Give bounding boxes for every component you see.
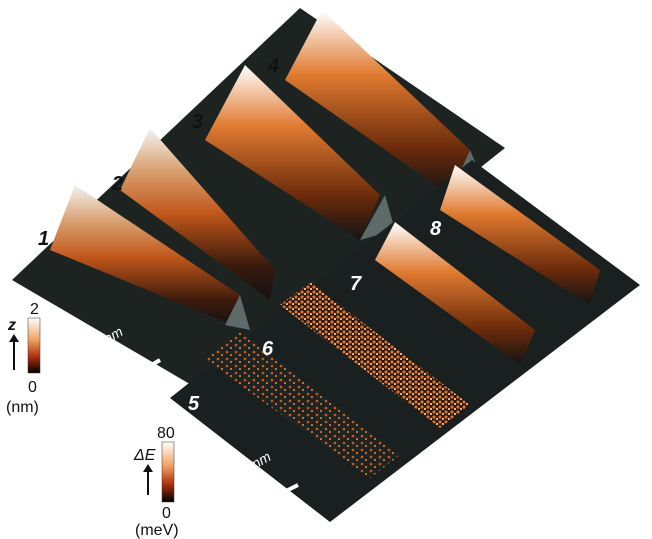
colorbar-scale (28, 318, 40, 373)
colorbar-scale (162, 442, 174, 502)
ridge-label: 2 (111, 173, 123, 195)
colorbar-max: 80 (157, 425, 175, 442)
band-label: 7 (350, 273, 362, 295)
colorbar: ΔE 80 0 (meV) (133, 425, 179, 539)
ridge-label: 4 (267, 55, 279, 77)
ridge-label: 3 (192, 111, 203, 133)
colorbar-min: 0 (162, 505, 171, 522)
colorbar: z 2 0 (nm) (6, 301, 40, 416)
band-label: 6 (262, 338, 274, 360)
colorbar-symbol: z (7, 317, 16, 334)
band-label: 5 (188, 393, 200, 415)
band-label: 8 (430, 218, 442, 240)
arrow-head (9, 334, 19, 342)
colorbar-unit: (meV) (135, 522, 179, 539)
colorbar-unit: (nm) (6, 399, 39, 416)
colorbar-symbol: ΔE (133, 447, 156, 464)
colorbar-min: 0 (28, 379, 37, 396)
ridge-label: 1 (38, 228, 49, 250)
figure: 1 2 3 4 1 nm 5 6 7 8 1 nm z 2 0 (nm) ΔE … (0, 0, 652, 539)
scale-bar (130, 360, 160, 378)
colorbar-max: 2 (30, 301, 39, 318)
arrow-head (143, 464, 153, 472)
